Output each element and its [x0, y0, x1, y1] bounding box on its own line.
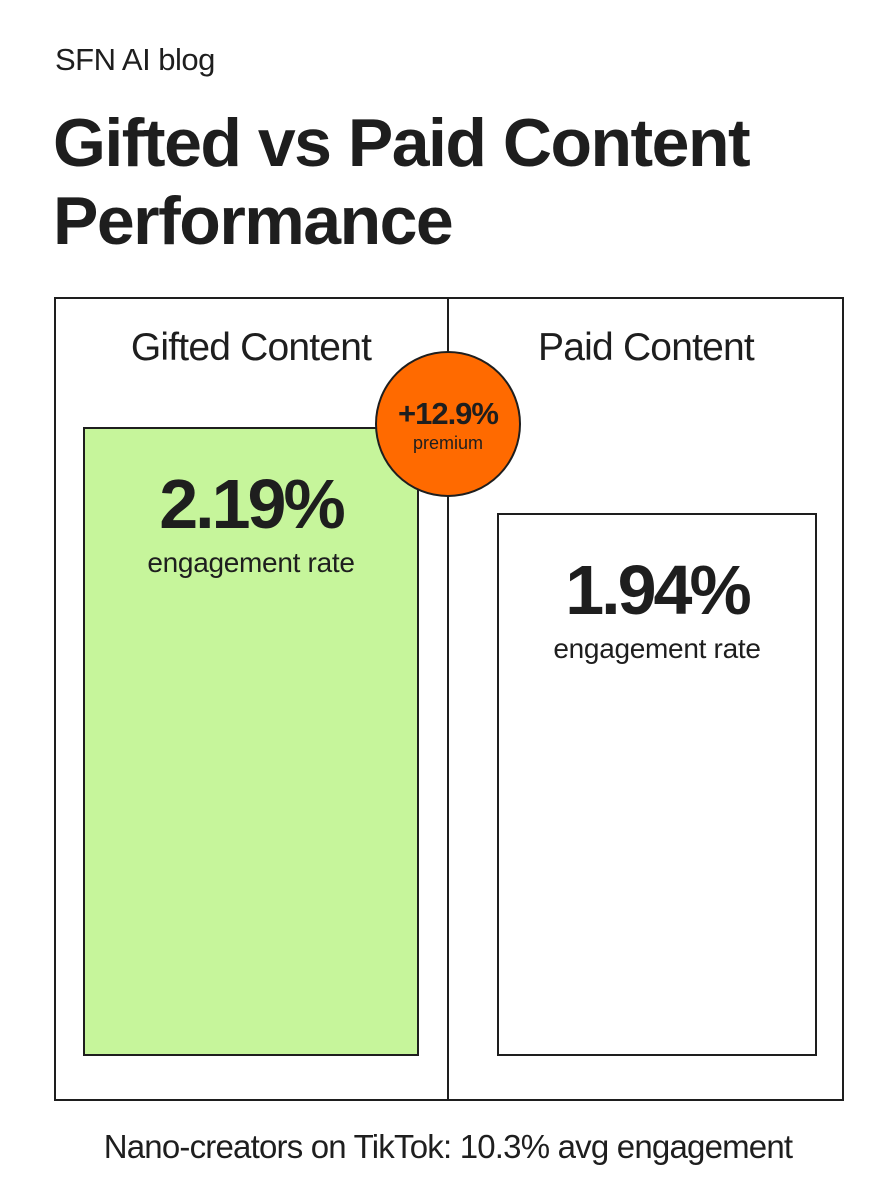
premium-value: +12.9%	[397, 396, 499, 431]
gifted-metric-label: engagement rate	[147, 547, 355, 578]
gifted-column-label: Gifted Content	[130, 326, 372, 369]
premium-label: premium	[412, 433, 483, 453]
footer-note: Nano-creators on TikTok: 10.3% avg engag…	[103, 1128, 793, 1165]
brand-label: SFN AI blog	[55, 42, 215, 77]
gifted-bar: 2.19% engagement rate	[83, 427, 419, 1056]
paid-metric-label: engagement rate	[553, 633, 761, 664]
paid-bar: 1.94% engagement rate	[497, 513, 817, 1056]
premium-badge: +12.9% premium	[375, 351, 521, 497]
column-divider	[447, 297, 449, 1099]
paid-value: 1.94%	[565, 551, 751, 629]
paid-column-label: Paid Content	[538, 326, 755, 369]
page-title: Gifted vs Paid Content Performance	[53, 105, 751, 259]
chart-frame	[54, 297, 844, 1101]
gifted-value: 2.19%	[159, 465, 345, 543]
